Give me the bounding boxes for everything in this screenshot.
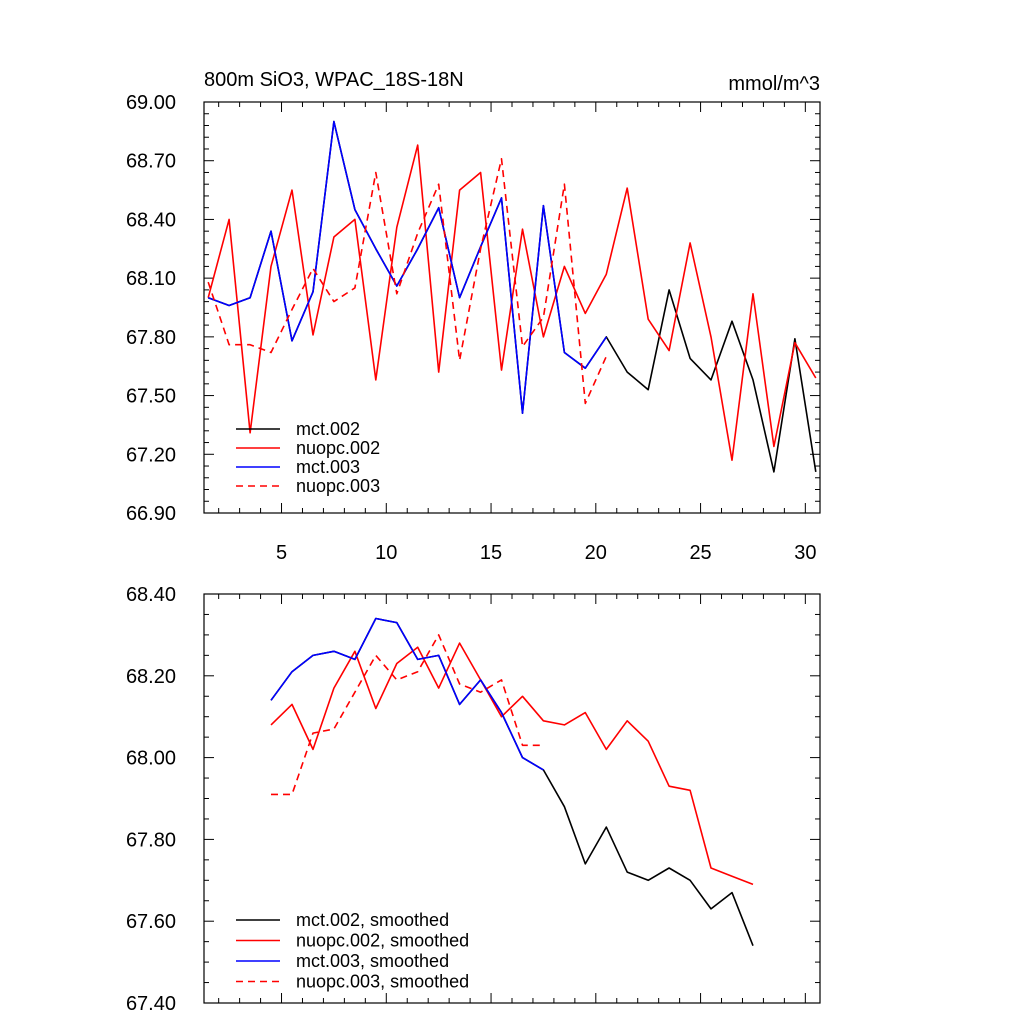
- x-tick-label: 10: [375, 542, 397, 564]
- series-line-mct-003: [207, 120, 607, 415]
- series-line-mct-002-smoothed: [270, 617, 754, 946]
- legend-label-nuopc-003: nuopc.003: [296, 476, 380, 496]
- y-tick-label: 66.90: [126, 503, 176, 525]
- legend-label-nuopc-003-smoothed: nuopc.003, smoothed: [296, 972, 469, 992]
- y-tick-label: 68.40: [126, 584, 176, 606]
- y-tick-label: 67.20: [126, 444, 176, 466]
- bottom-panel: 67.40 67.60 67.80 68.00 68.20 68.40 mct.002, s…: [126, 584, 821, 1015]
- units-label: mmol/m^3: [728, 73, 820, 95]
- legend-label-nuopc-002-smoothed: nuopc.002, smoothed: [296, 931, 469, 951]
- chart-title: 800m SiO3, WPAC_18S-18N: [204, 69, 464, 91]
- top-panel: 66.90 67.20 67.50 67.80 68.10 68.40 68.70 69.00…: [126, 69, 821, 564]
- y-tick-label: 68.70: [126, 151, 176, 173]
- y-tick-label: 68.10: [126, 268, 176, 290]
- y-tick-label: 67.50: [126, 386, 176, 408]
- x-tick-label: 25: [689, 542, 711, 564]
- y-tick-label: 68.20: [126, 666, 176, 688]
- legend-label-mct-003-smoothed: mct.003, smoothed: [296, 951, 449, 971]
- y-tick-label: 68.00: [126, 748, 176, 770]
- series-line-mct-003-smoothed: [270, 617, 544, 771]
- x-tick-label: 15: [480, 542, 502, 564]
- y-tick-label: 67.60: [126, 911, 176, 933]
- legend-label-mct-003: mct.003: [296, 457, 360, 477]
- legend-label-mct-002: mct.002: [296, 419, 360, 439]
- y-tick-label: 69.00: [126, 92, 176, 114]
- series-line-nuopc-003-smoothed: [271, 634, 544, 796]
- x-tick-label: 30: [794, 542, 816, 564]
- y-tick-label: 67.40: [126, 993, 176, 1015]
- y-tick-label: 67.80: [126, 829, 176, 851]
- series-line-nuopc-003: [207, 158, 608, 405]
- y-tick-label: 67.80: [126, 327, 176, 349]
- x-tick-label: 5: [276, 542, 287, 564]
- x-tick-label: 20: [585, 542, 607, 564]
- y-tick-label: 68.40: [126, 209, 176, 231]
- legend-label-mct-002-smoothed: mct.002, smoothed: [296, 910, 449, 930]
- series-line-nuopc-002-smoothed: [270, 642, 754, 886]
- legend-label-nuopc-002: nuopc.002: [296, 438, 380, 458]
